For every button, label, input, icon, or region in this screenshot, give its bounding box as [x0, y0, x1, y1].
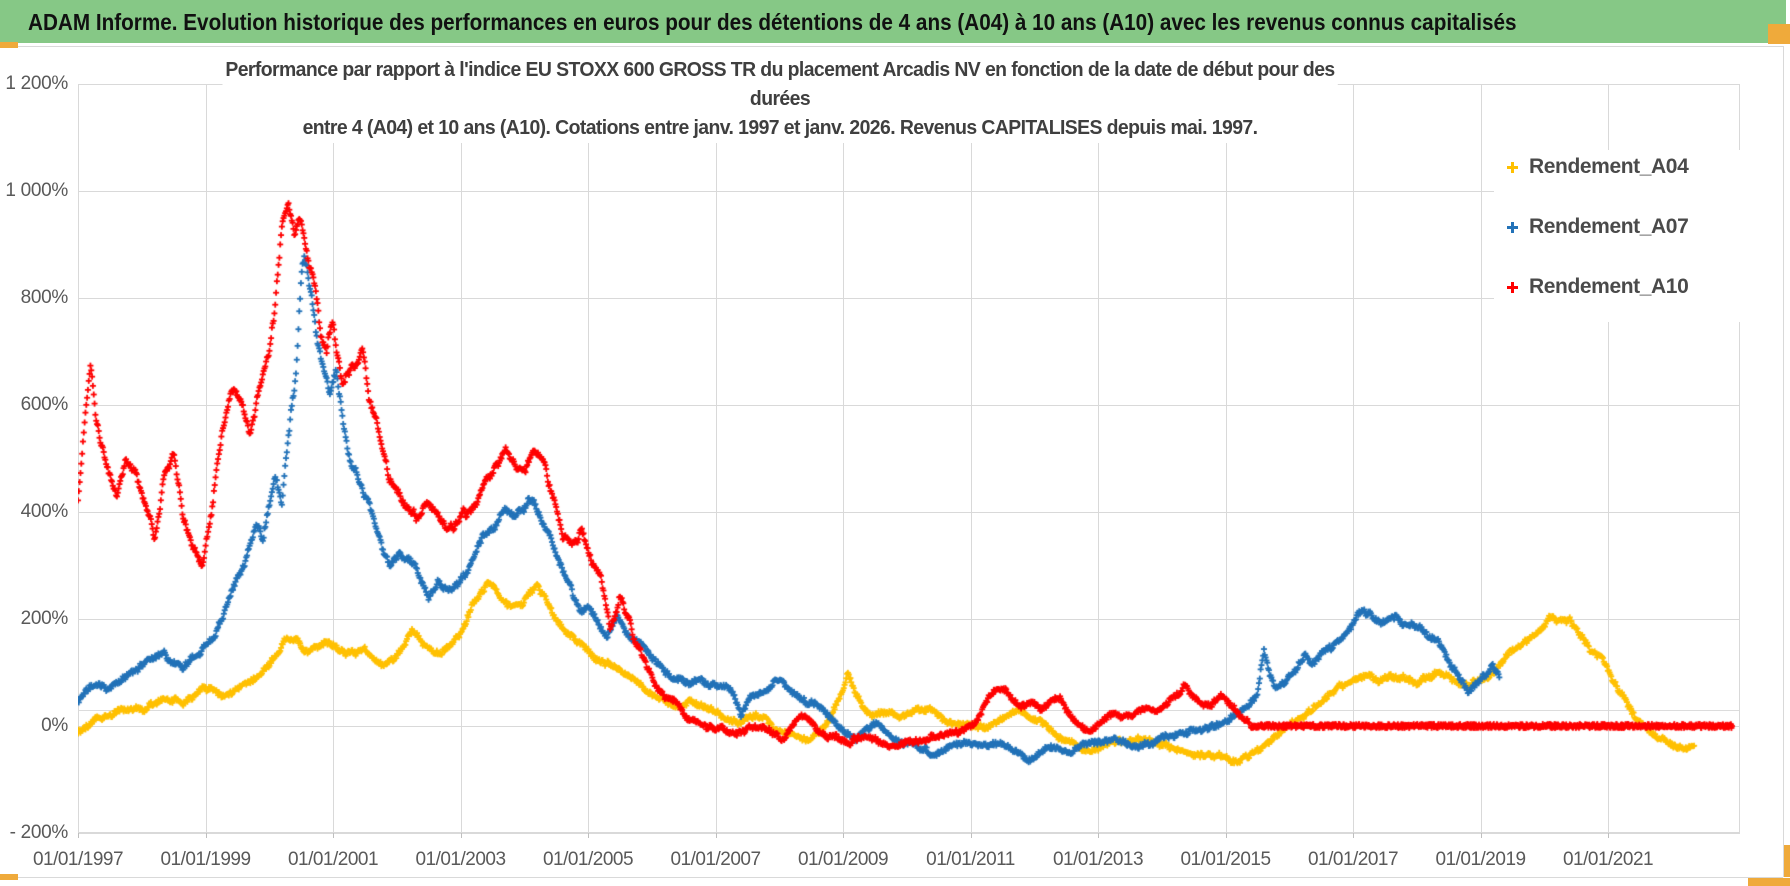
x-tick-label: 01/01/2005 [542, 849, 634, 870]
x-tick-label: 01/01/1999 [160, 849, 251, 870]
gold-dash-bottom-left [0, 874, 18, 880]
chart-frame-bottom [0, 877, 1783, 878]
page-title: ADAM Informe. Evolution historique des p… [28, 9, 1517, 35]
header-bar: ADAM Informe. Evolution historique des p… [0, 0, 1786, 43]
x-tick-mark [970, 833, 972, 838]
x-tick-label: 01/01/2019 [1435, 849, 1526, 870]
scatter-plot-canvas[interactable] [78, 84, 1740, 833]
chart-frame-top [0, 46, 1783, 47]
chart-title-line1: Performance par rapport à l'indice EU ST… [225, 59, 1335, 110]
plot-area[interactable] [78, 84, 1740, 838]
x-tick-label: 01/01/2013 [1052, 849, 1144, 870]
x-tick-label: 01/01/2001 [287, 849, 379, 870]
chart-frame-right [1783, 46, 1784, 877]
y-tick-label: 1 000% [5, 180, 68, 201]
x-tick-label: 01/01/2007 [670, 849, 761, 870]
x-tick-label: 01/01/2009 [797, 849, 889, 870]
y-tick-label: - 200% [9, 822, 69, 843]
y-tick-label: 200% [20, 608, 69, 629]
x-tick-mark [1098, 833, 1100, 838]
x-tick-mark [333, 833, 334, 838]
x-tick-mark [78, 833, 79, 838]
x-tick-mark [1353, 833, 1355, 838]
x-tick-mark [1480, 833, 1482, 838]
h-gridline [78, 833, 1740, 834]
legend: Rendement_A04 Rendement_A07 Rendement_A1… [1494, 150, 1782, 322]
legend-label: Rendement_A07 [1529, 215, 1689, 238]
gold-dash-top-left [0, 42, 18, 48]
x-tick-mark [1225, 833, 1227, 838]
x-tick-mark [460, 833, 462, 838]
gold-edge-bottom-right [1784, 845, 1790, 877]
plus-marker-icon [1506, 161, 1519, 174]
y-tick-label: 400% [20, 501, 69, 522]
chart-title-line2: entre 4 (A04) et 10 ans (A10). Cotations… [302, 117, 1258, 139]
plus-marker-icon [1506, 221, 1519, 234]
y-tick-label: 600% [20, 394, 69, 415]
legend-label: Rendement_A10 [1529, 275, 1689, 298]
legend-item-rendement-a10[interactable]: Rendement_A10 [1494, 272, 1782, 302]
plus-marker-icon [1506, 281, 1519, 294]
x-tick-mark [1608, 833, 1610, 838]
chart-title: Performance par rapport à l'indice EU ST… [222, 56, 1338, 143]
y-tick-label: 1 200% [5, 73, 68, 94]
gold-strip-bottom-right [1748, 878, 1790, 886]
gold-corner-top-right [1768, 24, 1790, 44]
legend-item-rendement-a04[interactable]: Rendement_A04 [1494, 152, 1782, 182]
x-tick-label: 01/01/2003 [415, 849, 506, 870]
x-tick-label: 01/01/1997 [32, 849, 124, 870]
y-tick-label: 800% [20, 287, 69, 308]
x-tick-mark [843, 833, 845, 838]
x-tick-label: 01/01/2015 [1180, 849, 1271, 870]
y-tick-label: 0% [41, 715, 68, 736]
legend-label: Rendement_A04 [1529, 155, 1689, 178]
x-tick-label: 01/01/2011 [926, 849, 1015, 870]
x-tick-mark [588, 833, 589, 838]
x-tick-mark [205, 833, 207, 838]
x-tick-label: 01/01/2021 [1562, 849, 1654, 870]
legend-item-rendement-a07[interactable]: Rendement_A07 [1494, 212, 1782, 242]
x-tick-label: 01/01/2017 [1307, 849, 1399, 870]
x-tick-mark [715, 833, 717, 838]
